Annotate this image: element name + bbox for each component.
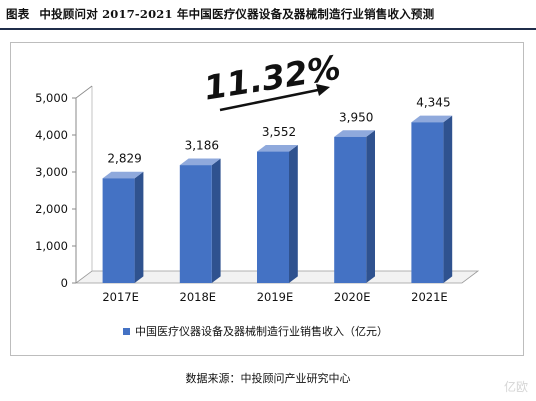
watermark-logo: 亿欧 xyxy=(503,380,528,394)
x-tick-label: 2021E xyxy=(411,290,448,304)
bar-side xyxy=(211,158,221,283)
data-label: 3,552 xyxy=(262,125,296,139)
bar-side xyxy=(366,130,375,283)
y-tick-label: 0 xyxy=(61,276,68,290)
bar-top xyxy=(102,171,144,179)
y-tick-label: 5,000 xyxy=(35,91,68,105)
figure-title: 图表 中投顾问对 2017-2021 年中国医疗仪器设备及器械制造行业销售收入预测 xyxy=(6,6,434,22)
figure-title-text: 中投顾问对 2017-2021 年中国医疗仪器设备及器械制造行业销售收入预测 xyxy=(39,7,435,21)
y-axis-top-edge xyxy=(75,85,93,99)
y-tick-label: 4,000 xyxy=(35,128,68,142)
figure-label: 图表 xyxy=(6,7,30,21)
legend-label: 中国医疗仪器设备及器械制造行业销售收入（亿元） xyxy=(135,324,388,338)
bar-side xyxy=(134,171,144,283)
data-label: 4,345 xyxy=(416,96,450,110)
bar-top xyxy=(334,130,375,137)
bar xyxy=(334,136,367,283)
legend-swatch xyxy=(123,328,130,335)
bars-layer xyxy=(102,115,453,283)
bar-top xyxy=(411,115,453,123)
bar xyxy=(179,165,212,283)
labels-layer: 2,829 2017E 3,186 2018E 3,552 2019E 3,950 2020E… xyxy=(102,96,450,304)
growth-annotation-layer: 11.32% xyxy=(201,48,343,112)
y-tick-label: 2,000 xyxy=(35,202,68,216)
growth-arrow-head xyxy=(316,84,330,96)
data-label: 2,829 xyxy=(107,152,141,166)
x-tick-label: 2018E xyxy=(180,290,217,304)
legend: 中国医疗仪器设备及器械制造行业销售收入（亿元） xyxy=(123,324,388,338)
y-tick-label: 3,000 xyxy=(35,165,68,179)
bar xyxy=(411,122,444,283)
bar-top xyxy=(257,144,298,152)
bar xyxy=(102,178,135,283)
growth-arrow-line xyxy=(219,88,319,112)
bar-side xyxy=(443,115,453,283)
x-tick-label: 2019E xyxy=(257,290,294,304)
chart-frame xyxy=(10,42,524,356)
bar-side xyxy=(289,144,298,283)
x-tick-label: 2017E xyxy=(102,290,139,304)
data-label: 3,950 xyxy=(339,110,373,124)
bar xyxy=(257,151,289,283)
source-note: 数据来源：中投顾问产业研究中心 xyxy=(185,372,351,385)
y-tick-label: 1,000 xyxy=(35,239,68,253)
x-tick-label: 2020E xyxy=(334,290,371,304)
title-bar: 图表 中投顾问对 2017-2021 年中国医疗仪器设备及器械制造行业销售收入预测 xyxy=(0,0,536,30)
bar-top xyxy=(179,158,221,166)
data-label: 3,186 xyxy=(185,139,219,153)
